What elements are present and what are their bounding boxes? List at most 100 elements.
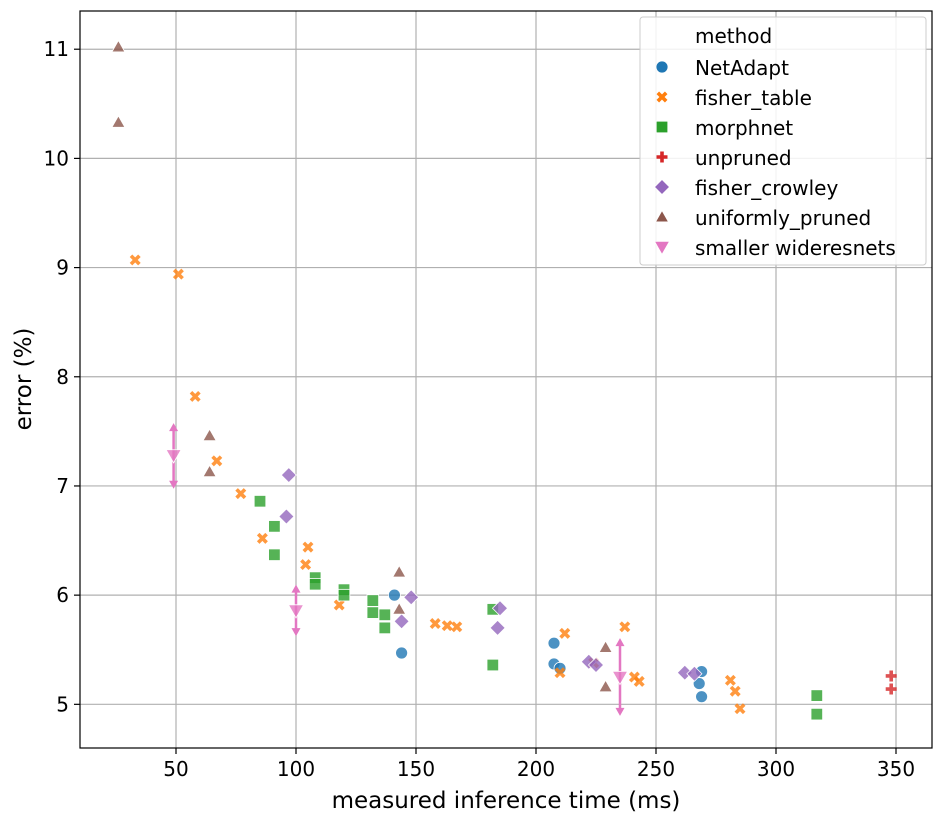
morphnet-point — [810, 689, 824, 702]
uniformly-pruned-point — [392, 564, 407, 578]
fisher-crowley-point — [676, 664, 693, 681]
fisher-table-point — [619, 621, 631, 633]
fisher-crowley-point — [587, 656, 605, 674]
fisher-table-point — [211, 455, 223, 467]
morphnet-point — [337, 588, 351, 602]
morphnet-point — [268, 520, 281, 533]
smaller-wideresnets-error-cap-bottom — [291, 628, 301, 637]
fisher-table-point — [734, 703, 746, 715]
legend-marker-smaller-wideresnets — [653, 240, 671, 256]
uniformly-pruned-point — [598, 640, 613, 653]
morphnet-point — [378, 608, 392, 621]
plot-frame — [79, 10, 933, 749]
legend-marker-fisher-crowley — [653, 178, 671, 196]
legend-marker-morphnet — [655, 120, 669, 134]
fisher-table-point — [129, 254, 141, 266]
x-tick-label: 350 — [877, 757, 915, 781]
uniformly-pruned-point — [111, 115, 126, 128]
smaller-wideresnets-error-cap-bottom — [615, 707, 625, 716]
legend-marker-fisher-table — [656, 91, 668, 103]
y-ticks: 5 6 7 8 9 10 11 — [44, 37, 80, 716]
fisher-crowley-point — [403, 589, 420, 606]
fisher-table-point — [172, 268, 184, 280]
fisher-table-point — [559, 627, 571, 639]
x-tick-label: 100 — [277, 757, 315, 781]
netadapt-point — [547, 636, 561, 650]
y-tick-label: 9 — [56, 256, 69, 280]
fisher-table-point — [189, 390, 201, 402]
legend-label-netadapt: NetAdapt — [695, 56, 789, 80]
legend-label-fisher-crowley: fisher_crowley — [695, 176, 838, 200]
x-tick-label: 150 — [397, 757, 435, 781]
netadapt-point — [692, 677, 706, 690]
y-tick-label: 11 — [44, 37, 69, 61]
x-tick-label: 250 — [637, 757, 675, 781]
y-axis-label: error (%) — [11, 328, 37, 431]
legend-marker-unpruned — [656, 151, 668, 163]
y-tick-label: 6 — [56, 583, 69, 607]
uniformly-pruned-point — [392, 602, 407, 615]
morphnet-point — [810, 707, 824, 721]
legend: method NetAdapt fisher_table morphnet unpru… — [639, 16, 927, 266]
unpruned-point — [885, 683, 897, 695]
smaller-wideresnets-error-cap-top — [291, 584, 301, 593]
legend-title: method — [695, 24, 772, 48]
smaller-wideresnets-error-cap-top — [615, 638, 625, 647]
netadapt-point — [695, 690, 708, 704]
x-ticks: 50 100 150 200 250 300 350 — [163, 748, 915, 781]
x-tick-label: 50 — [163, 757, 188, 781]
smaller-wideresnets-error-cap-bottom — [169, 480, 179, 489]
legend-label-unpruned: unpruned — [695, 146, 792, 170]
data-points — [111, 39, 897, 721]
legend-label-uniformly-pruned: uniformly_pruned — [695, 206, 871, 230]
fisher-crowley-point — [280, 466, 297, 484]
fisher-table-point — [554, 667, 566, 679]
fisher-table-point — [451, 621, 463, 633]
morphnet-point — [486, 658, 500, 672]
x-axis-label: measured inference time (ms) — [332, 788, 681, 814]
fisher-crowley-point — [686, 665, 703, 682]
netadapt-point — [395, 646, 409, 660]
fisher-table-point — [256, 532, 268, 544]
morphnet-point — [378, 621, 392, 635]
fisher-crowley-point — [491, 600, 509, 617]
legend-frame — [639, 16, 927, 266]
unpruned-point — [885, 670, 897, 682]
y-tick-label: 7 — [56, 474, 69, 498]
fisher-crowley-point — [393, 613, 410, 630]
uniformly-pruned-point — [111, 39, 126, 53]
morphnet-point — [268, 548, 281, 561]
smaller-wideresnets-point — [287, 604, 305, 619]
x-tick-label: 300 — [757, 757, 795, 781]
smaller-wideresnets-error-cap-top — [169, 423, 179, 432]
smaller-wideresnets-point — [611, 671, 629, 686]
y-tick-label: 10 — [44, 146, 69, 170]
uniformly-pruned-point — [202, 464, 217, 478]
legend-label-smaller-wideresnets: smaller wideresnets — [695, 236, 896, 260]
fisher-table-point — [429, 618, 441, 630]
fisher-table-point — [333, 599, 345, 611]
legend-marker-uniformly-pruned — [654, 209, 670, 223]
legend-marker-netadapt — [655, 60, 669, 74]
fisher-table-point — [633, 675, 645, 687]
fisher-table-point — [302, 541, 314, 553]
netadapt-point — [387, 588, 401, 602]
morphnet-point — [366, 594, 380, 607]
y-tick-label: 8 — [56, 365, 69, 389]
morphnet-point — [308, 578, 322, 591]
fisher-table-point — [724, 674, 736, 686]
fisher-table-point — [441, 620, 453, 632]
fisher-crowley-point — [489, 619, 506, 636]
legend-label-morphnet: morphnet — [695, 116, 793, 140]
smaller-wideresnets-point — [165, 449, 182, 464]
y-tick-label: 5 — [56, 692, 69, 716]
legend-label-fisher-table: fisher_table — [695, 86, 812, 110]
morphnet-point — [366, 606, 380, 619]
morphnet-point — [253, 495, 267, 508]
x-tick-label: 200 — [517, 757, 555, 781]
uniformly-pruned-point — [202, 428, 217, 442]
fisher-table-point — [235, 488, 247, 500]
fisher-table-point — [729, 685, 741, 697]
fisher-crowley-point — [278, 508, 295, 525]
